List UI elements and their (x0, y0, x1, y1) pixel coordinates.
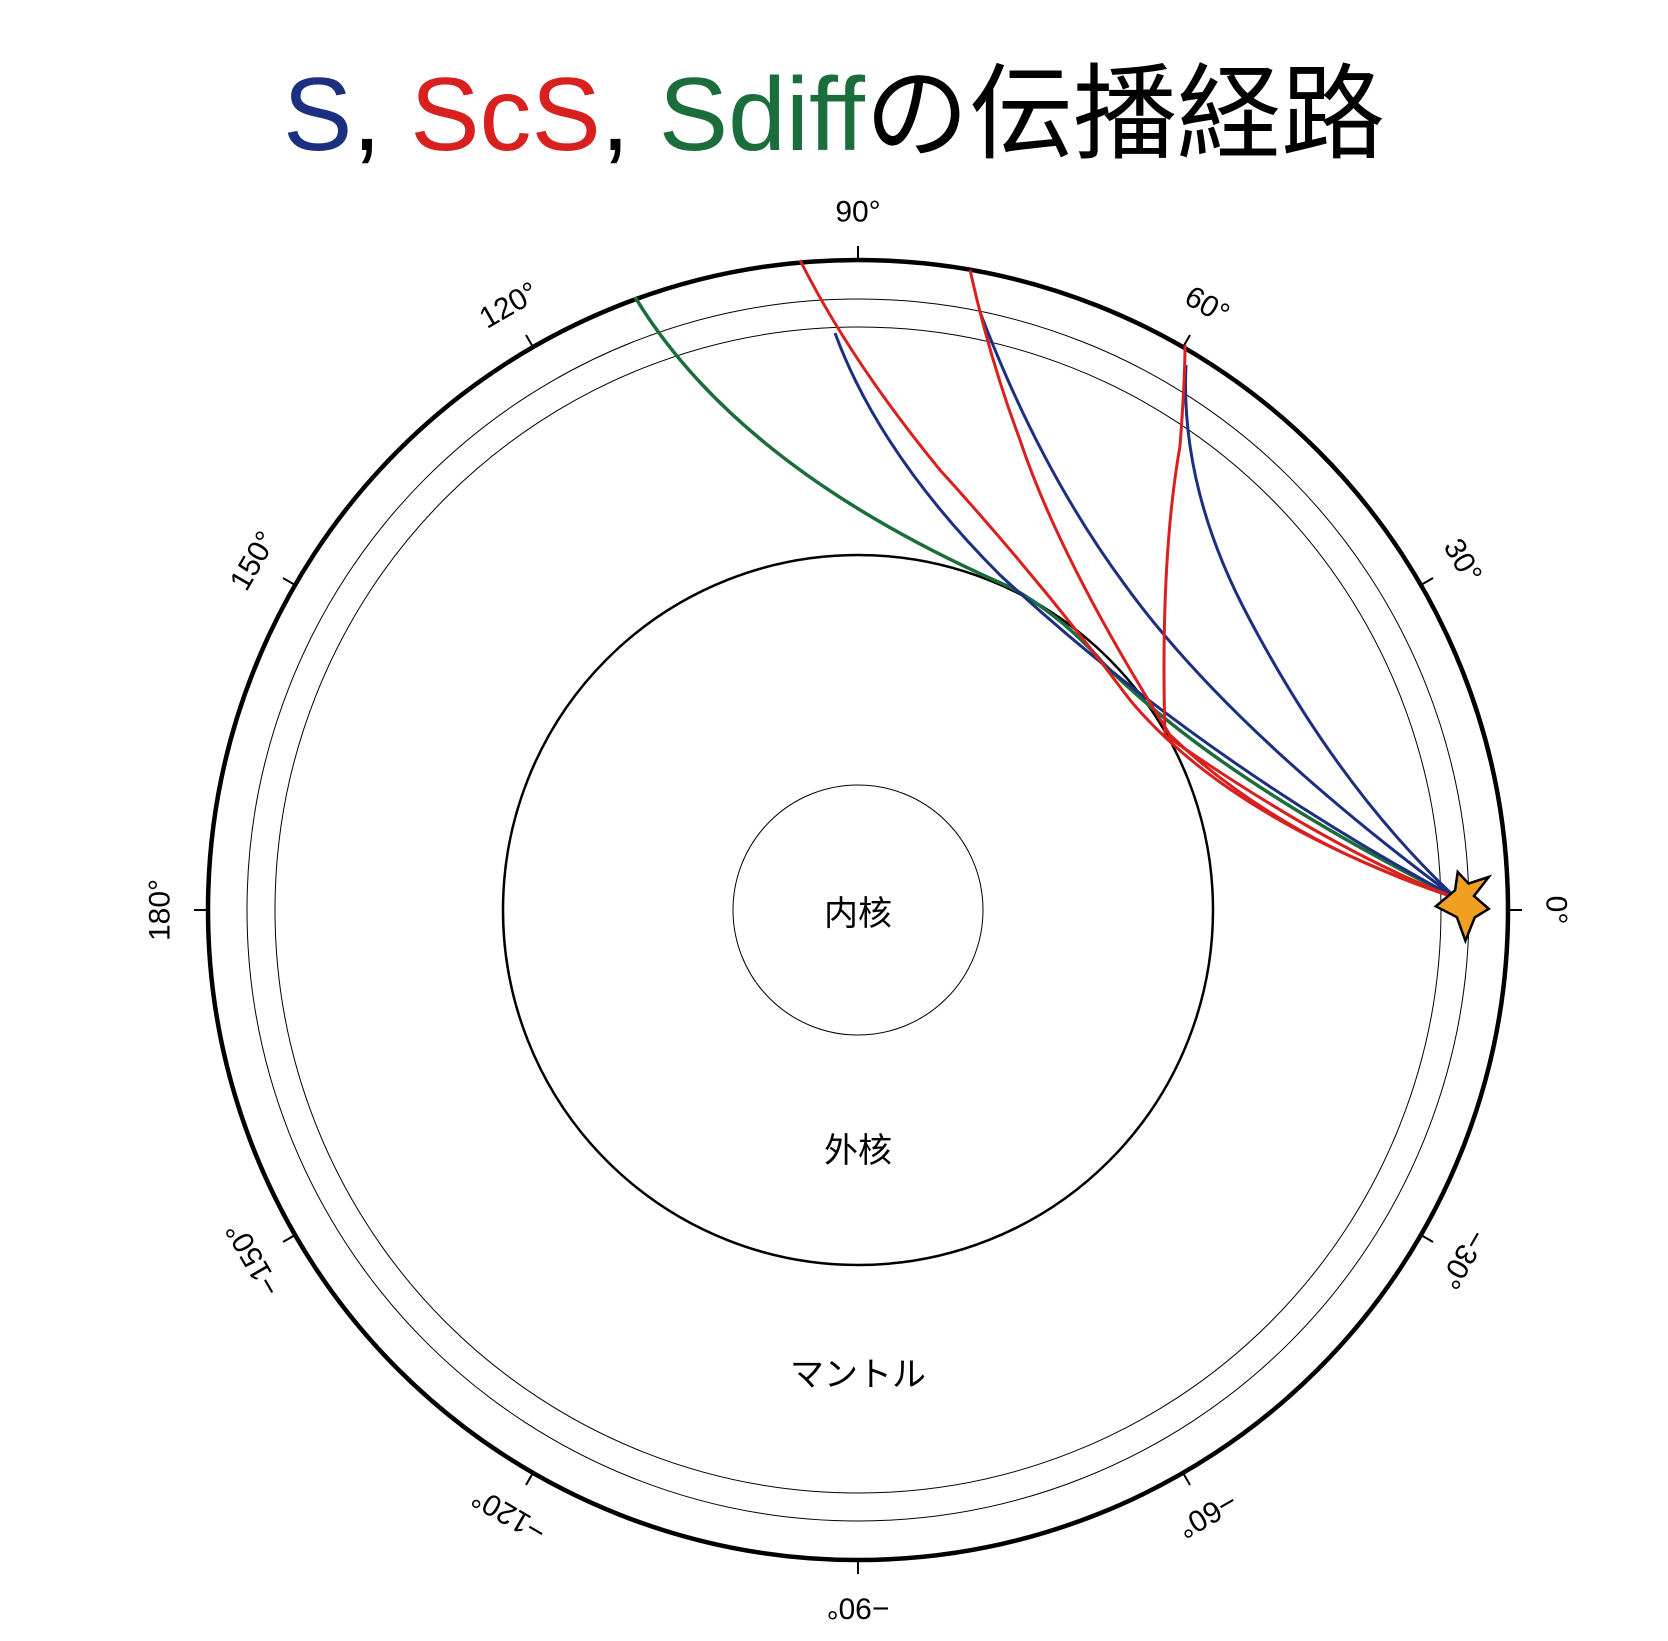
sdiff-ray-path (633, 296, 1457, 900)
tick-label: −90° (827, 1592, 890, 1625)
tick-mark (525, 1472, 534, 1486)
tick-label: 60° (1179, 280, 1235, 331)
inner-core-label: 内核 (824, 894, 892, 934)
tick-mark (1420, 577, 1434, 586)
tick-label: 120° (474, 276, 544, 336)
tick-label: −60° (1172, 1484, 1243, 1544)
tick-mark (525, 334, 534, 348)
tick-label: −30° (1432, 1224, 1492, 1295)
tick-mark (1182, 1472, 1191, 1486)
core-mantle-boundary (501, 553, 1215, 1267)
scs-ray-path-3 (1162, 344, 1457, 900)
ray-paths (633, 259, 1458, 900)
tick-mark (1420, 1234, 1434, 1243)
title-part-1: , (352, 57, 411, 173)
s-ray-path-2 (978, 311, 1457, 900)
star-icon (1433, 869, 1493, 945)
tick-label: 30° (1437, 533, 1488, 589)
tick-label: 150° (224, 526, 284, 596)
scs-ray-path-1 (798, 259, 1457, 900)
title-part-4: Sdiff (658, 57, 865, 173)
tick-label: 180° (144, 879, 177, 941)
scs-ray-path-2 (968, 269, 1457, 900)
tick-label: −150° (219, 1216, 287, 1301)
tick-mark (282, 1234, 296, 1243)
tick-label: 90° (835, 196, 880, 229)
title-part-3: , (600, 57, 659, 173)
tick-label: −120° (466, 1480, 551, 1548)
tick-label: 0° (1540, 896, 1573, 925)
page-title: S, ScS, Sdiffの伝播経路 (0, 62, 1668, 167)
outer-core-label: 外核 (824, 1131, 892, 1171)
title-part-5: の伝播経路 (864, 53, 1385, 175)
title-part-2: ScS (410, 57, 601, 173)
inner-core-boundary (732, 784, 984, 1036)
tick-mark (282, 577, 296, 586)
title-part-0: S (283, 57, 353, 173)
mantle-label: マントル (790, 1355, 926, 1395)
s-ray-path-1 (833, 332, 1457, 900)
s-ray-path-3 (1184, 364, 1458, 900)
